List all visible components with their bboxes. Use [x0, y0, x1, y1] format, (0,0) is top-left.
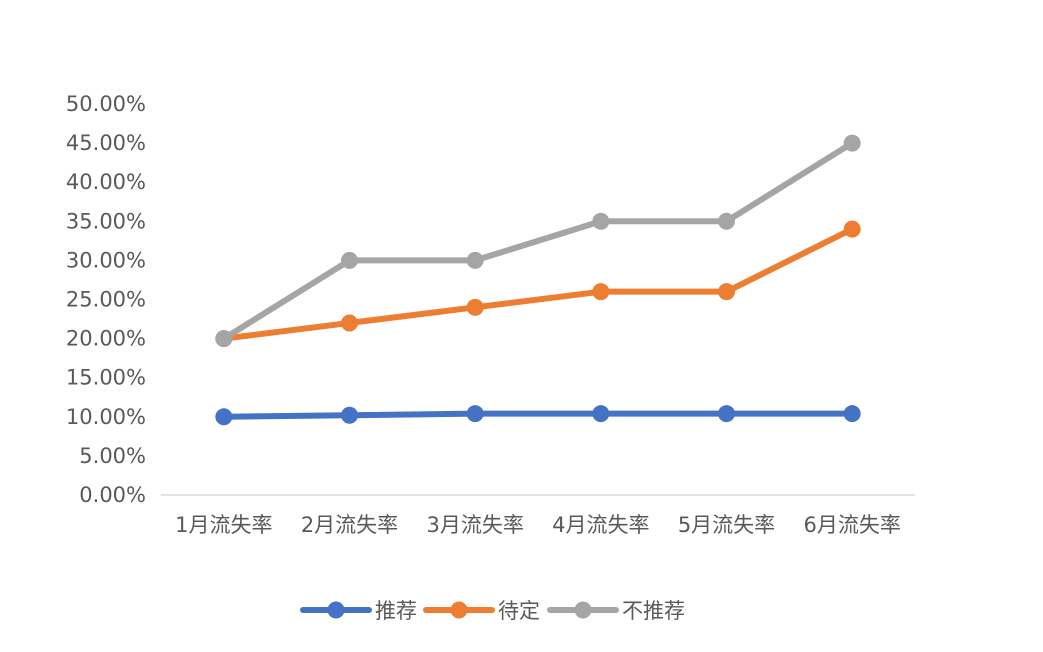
y-tick-label: 40.00%	[66, 170, 146, 194]
data-point	[718, 405, 735, 423]
data-point	[215, 408, 233, 426]
data-point	[592, 283, 610, 301]
x-axis-category-labels: 1月流失率 2月流失率 3月流失率 4月流失率 5月流失率 6月流失率	[175, 513, 901, 537]
x-category-label: 6月流失率	[803, 513, 900, 537]
legend-label: 待定	[498, 599, 540, 623]
series-line-2	[220, 140, 856, 342]
data-point	[341, 314, 358, 332]
y-tick-label: 20.00%	[66, 327, 146, 351]
legend-marker	[327, 601, 345, 619]
data-point	[466, 405, 484, 423]
x-category-label: 2月流失率	[301, 513, 398, 537]
y-tick-label: 10.00%	[66, 405, 146, 429]
data-point	[592, 212, 610, 230]
series-line-1	[220, 226, 856, 342]
x-category-label: 4月流失率	[552, 513, 649, 537]
data-point	[843, 220, 861, 238]
y-axis-tick-labels: 0.00% 5.00% 10.00% 15.00% 20.00% 25.00% 30.00%…	[66, 92, 146, 507]
legend-label: 不推荐	[622, 599, 685, 623]
y-tick-label: 35.00%	[66, 209, 146, 233]
y-tick-label: 0.00%	[79, 483, 146, 507]
y-tick-label: 25.00%	[66, 288, 146, 312]
data-point	[215, 330, 233, 348]
x-category-label: 3月流失率	[426, 513, 523, 537]
series-line-0	[220, 410, 856, 420]
series-lines	[220, 140, 856, 420]
data-point	[341, 251, 358, 269]
x-category-label: 1月流失率	[175, 513, 272, 537]
legend-label: 推荐	[375, 599, 417, 623]
y-tick-label: 45.00%	[66, 131, 146, 155]
data-point	[466, 251, 484, 269]
legend: 推荐 待定 不推荐	[300, 599, 685, 623]
data-point	[592, 405, 610, 423]
legend-marker	[574, 601, 592, 619]
data-point	[466, 298, 484, 316]
y-tick-label: 15.00%	[66, 366, 146, 390]
data-point	[843, 134, 861, 152]
data-point	[843, 405, 861, 423]
data-point	[718, 283, 735, 301]
data-point	[341, 406, 358, 424]
y-tick-label: 30.00%	[66, 248, 146, 272]
series-points	[215, 134, 861, 426]
x-category-label: 5月流失率	[678, 513, 775, 537]
y-tick-label: 50.00%	[66, 92, 146, 116]
y-tick-label: 5.00%	[79, 444, 146, 468]
legend-marker	[450, 601, 468, 619]
data-point	[718, 212, 735, 230]
